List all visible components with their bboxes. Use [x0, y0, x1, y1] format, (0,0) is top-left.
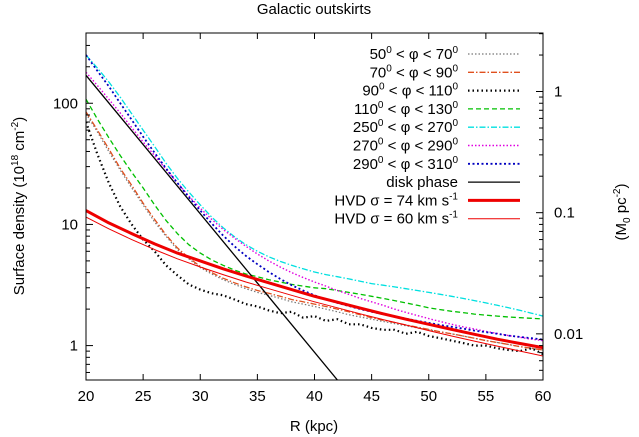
- x-axis-label: R (kpc): [290, 418, 338, 435]
- series-layer: [86, 54, 543, 380]
- y-axis-label: Surface density (1018 cm-2): [10, 117, 28, 295]
- legend-entry-5: 2500 < φ < 2700: [353, 118, 459, 136]
- series-line-7: [86, 54, 543, 341]
- y-tick-label: 100: [53, 95, 78, 112]
- plot-frame: [85, 32, 544, 381]
- chart-title: Galactic outskirts: [257, 1, 371, 18]
- series-line-10: [86, 216, 543, 357]
- series-line-8: [86, 74, 338, 380]
- x-tick-label: 35: [249, 388, 266, 405]
- series-line-9: [86, 209, 543, 350]
- x-tick-label: 60: [535, 388, 552, 405]
- series-line-6: [86, 71, 543, 342]
- y-tick-label: 10: [61, 216, 78, 233]
- x-tick-label: 25: [135, 388, 152, 405]
- y-tick-label: 1: [70, 338, 78, 355]
- x-tick-label: 50: [420, 388, 437, 405]
- legend-entry-7: 2900 < φ < 3100: [353, 155, 459, 173]
- y2-tick-label: 1: [554, 84, 562, 101]
- series-line-4: [86, 98, 543, 320]
- series-line-3: [86, 121, 543, 356]
- axes-layer: 20 25 30 35 40 45 50 55 60 1 10 100 0.01 0.1 1: [53, 33, 583, 405]
- series-line-2: [86, 111, 543, 351]
- y2-tick-label: 0.01: [554, 326, 583, 343]
- x-tick-label: 55: [478, 388, 495, 405]
- legend-entry-9: HVD σ = 74 km s-1: [334, 191, 458, 209]
- legend-entry-4: 1100 < φ < 1300: [354, 100, 458, 118]
- legend-entry-2: 700 < φ < 900: [370, 63, 459, 81]
- legend-entry-3: 900 < φ < 1100: [362, 82, 458, 100]
- legend-entry-1: 500 < φ < 700: [370, 45, 459, 63]
- legend-entry-10: HVD σ = 60 km s-1: [334, 210, 458, 228]
- x-tick-label: 30: [192, 388, 209, 405]
- legend-entry-8: disk phase: [386, 174, 458, 191]
- legend-entry-6: 2700 < φ < 2900: [353, 137, 459, 155]
- series-line-5: [86, 54, 543, 317]
- series-line-1: [86, 113, 543, 351]
- x-tick-label: 45: [363, 388, 380, 405]
- y2-tick-label: 0.1: [554, 205, 575, 222]
- x-tick-label: 40: [306, 388, 323, 405]
- x-tick-label: 20: [78, 388, 95, 405]
- y2-axis-label: (M0 pc-2): [612, 184, 633, 241]
